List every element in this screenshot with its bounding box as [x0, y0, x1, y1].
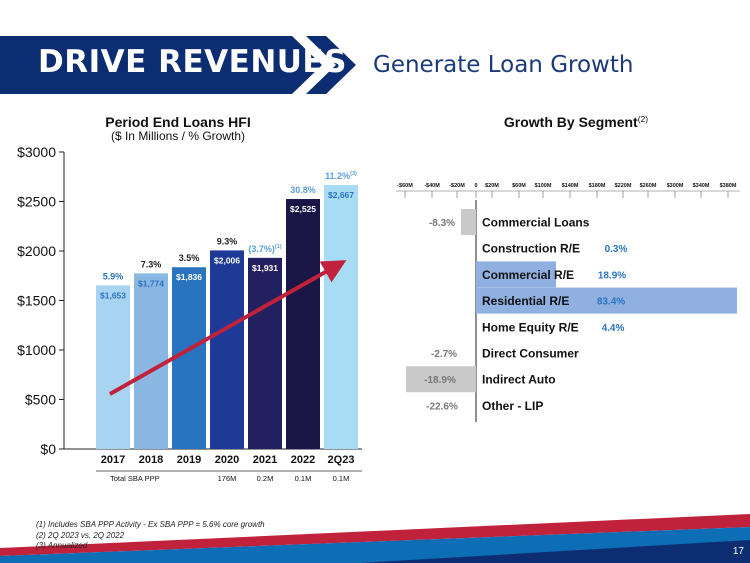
growth-label: 30.8% — [290, 185, 316, 195]
segment-title-superscript: (2) — [638, 114, 649, 124]
footnotes: (1) Includes SBA PPP Activity - Ex SBA P… — [36, 520, 265, 552]
segment-label: Construction R/E — [482, 242, 580, 256]
bar-value-label: $2,667 — [328, 190, 354, 200]
growth-label: 3.5% — [179, 253, 200, 263]
y-tick-label: $2500 — [17, 194, 56, 210]
x-tick-label: 2017 — [101, 454, 125, 466]
segment-label: Residential R/E — [482, 294, 569, 308]
footnote-3: (3) Annualized — [36, 541, 265, 552]
y-tick-label: $1500 — [17, 293, 56, 309]
ppp-value: 0.1M — [333, 474, 350, 483]
loans-chart-title: Period End Loans HFI — [105, 114, 250, 130]
bar-2020 — [210, 250, 244, 449]
y-tick-label: $3000 — [17, 144, 56, 160]
segment-pct-label: -22.6% — [426, 401, 458, 412]
bar-2018 — [134, 273, 168, 449]
loans-chart: Period End Loans HFI($ In Millions / % G… — [17, 114, 362, 483]
growth-superscript: (3) — [350, 171, 357, 177]
segment-x-tick-label: 0 — [474, 183, 477, 189]
segment-label: Home Equity R/E — [482, 320, 579, 334]
bar-value-label: $1,931 — [252, 263, 278, 273]
x-tick-label: 2022 — [291, 454, 315, 466]
segment-pct-label: -8.3% — [429, 218, 455, 229]
segment-pct-label: -2.7% — [431, 349, 457, 360]
growth-label: 11.2%(3) — [325, 171, 357, 181]
segment-bar — [461, 209, 476, 235]
bar-value-label: $1,774 — [138, 278, 164, 288]
segment-x-tick-label: $340M — [693, 183, 710, 189]
segment-x-tick-label: $100M — [535, 183, 552, 189]
bar-2022 — [286, 199, 320, 449]
y-tick-label: $1000 — [17, 342, 56, 358]
bar-value-label: $1,836 — [176, 272, 202, 282]
segment-label: Commercial R/E — [482, 268, 574, 282]
segment-x-tick-label: -$40M — [424, 183, 440, 189]
segment-x-tick-label: $300M — [667, 183, 684, 189]
segment-x-tick-label: -$20M — [449, 183, 465, 189]
segment-x-tick-label: $20M — [485, 183, 499, 189]
segment-x-tick-label: -$60M — [397, 183, 413, 189]
segment-x-tick-label: $260M — [640, 183, 657, 189]
bar-value-label: $1,653 — [100, 290, 126, 300]
ppp-value: 0.2M — [257, 474, 274, 483]
segment-x-tick-label: $180M — [589, 183, 606, 189]
bar-2Q23 — [324, 185, 358, 449]
segment-x-tick-label: $220M — [615, 183, 632, 189]
bar-value-label: $2,006 — [214, 255, 240, 265]
page-number: 17 — [733, 546, 744, 557]
bar-value-label: $2,525 — [290, 204, 316, 214]
segment-pct-label: 18.9% — [598, 270, 626, 281]
footnote-2: (2) 2Q 2023 vs. 2Q 2022 — [36, 531, 265, 542]
growth-label: 5.9% — [103, 271, 124, 281]
growth-label: 7.3% — [141, 259, 162, 269]
ppp-row-label: Total SBA PPP — [110, 474, 160, 483]
y-tick-label: $0 — [40, 441, 56, 457]
segment-pct-label: -18.9% — [424, 375, 456, 386]
ppp-value: 0.1M — [295, 474, 312, 483]
segment-label: Other - LIP — [482, 399, 543, 413]
bar-2017 — [96, 285, 130, 449]
segment-x-tick-label: $140M — [562, 183, 579, 189]
bar-2021 — [248, 258, 282, 449]
segment-label: Commercial Loans — [482, 216, 590, 230]
x-tick-label: 2019 — [177, 454, 201, 466]
x-tick-label: 2020 — [215, 454, 239, 466]
segment-pct-label: 0.3% — [605, 244, 628, 255]
y-tick-label: $500 — [25, 392, 56, 408]
growth-label: (3.7%)(1) — [248, 244, 281, 254]
loans-chart-subtitle: ($ In Millions / % Growth) — [111, 129, 245, 143]
ppp-value: 176M — [218, 474, 237, 483]
x-tick-label: 2021 — [253, 454, 277, 466]
growth-superscript: (1) — [275, 244, 282, 250]
segment-x-tick-label: $380M — [720, 183, 737, 189]
x-tick-label: 2Q23 — [328, 454, 355, 466]
y-tick-label: $2000 — [17, 243, 56, 259]
segment-chart: Growth By Segment(2) -$60M -$40M -$20M 0 $20M… — [396, 114, 740, 422]
x-tick-label: 2018 — [139, 454, 163, 466]
segment-label: Indirect Auto — [482, 373, 556, 387]
segment-pct-label: 4.4% — [602, 323, 625, 334]
segment-label: Direct Consumer — [482, 347, 579, 361]
segment-x-tick-label: $60M — [512, 183, 526, 189]
segment-pct-label: 83.4% — [597, 297, 625, 308]
growth-label: 9.3% — [217, 236, 238, 246]
footnote-1: (1) Includes SBA PPP Activity - Ex SBA P… — [36, 520, 265, 531]
segment-chart-title: Growth By Segment(2) — [504, 114, 648, 130]
